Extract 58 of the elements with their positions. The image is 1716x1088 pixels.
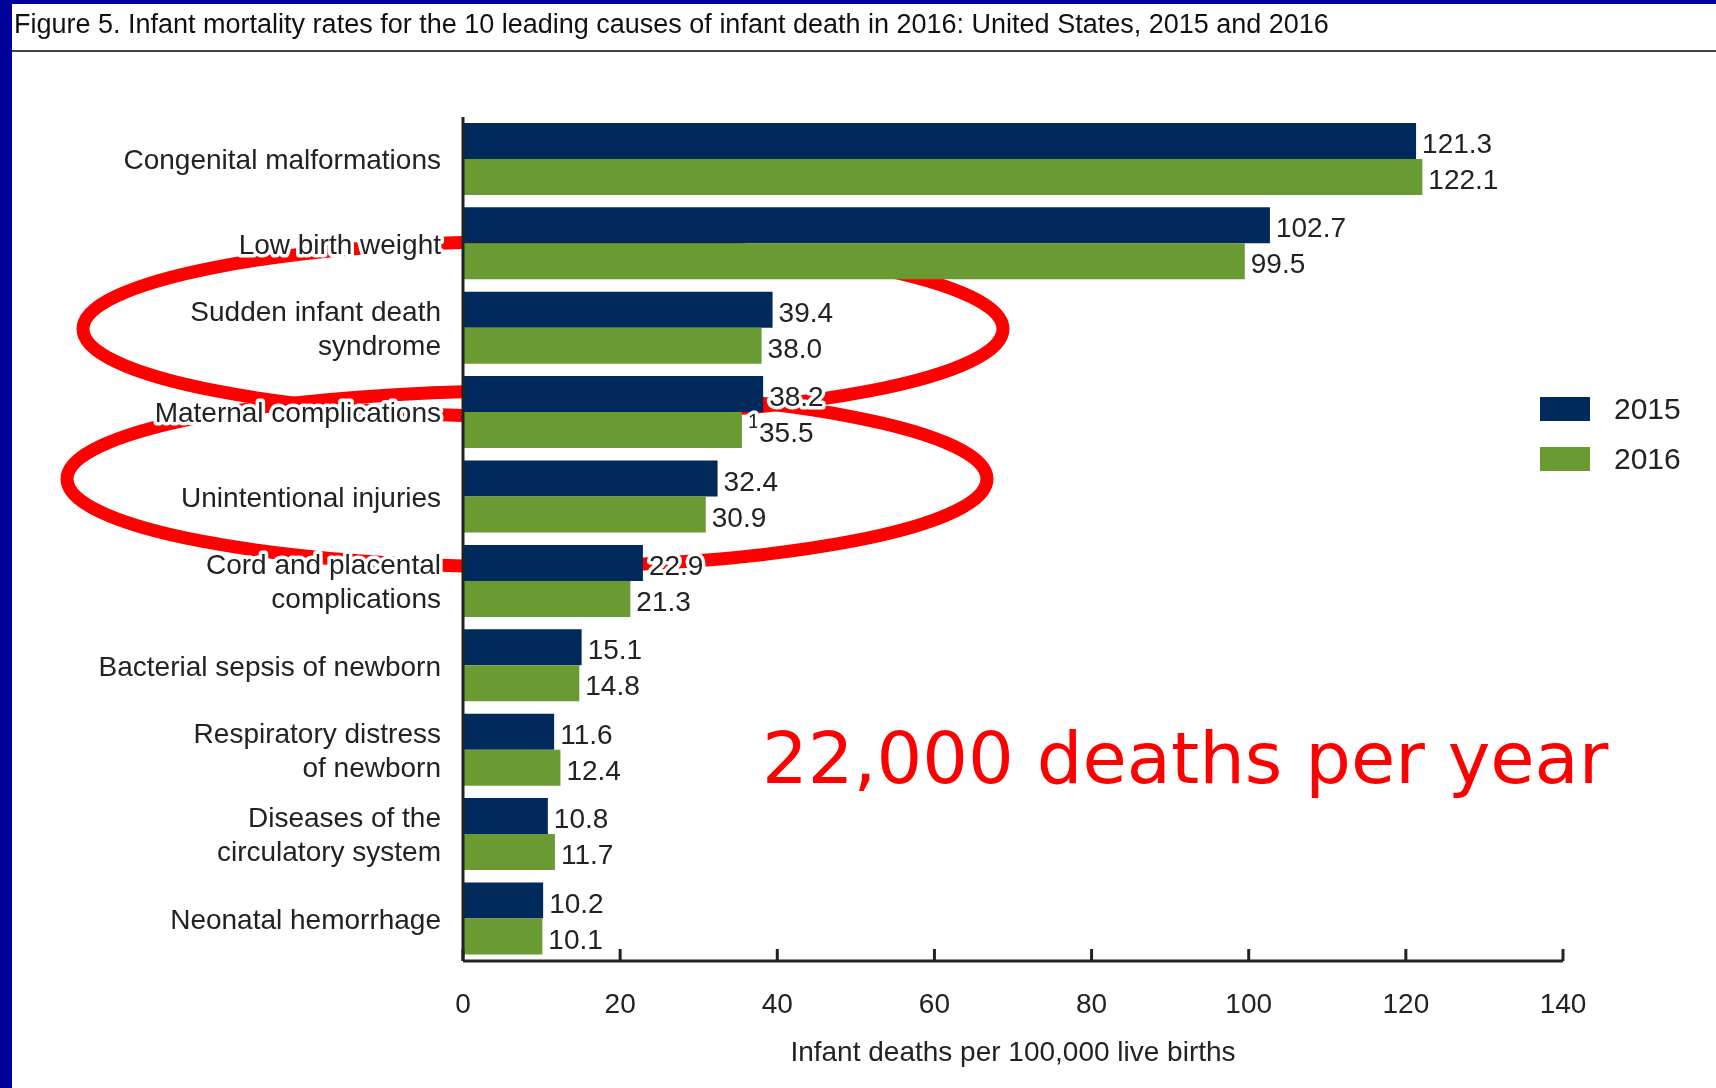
data-label: 11.6 xyxy=(560,718,613,750)
bar xyxy=(463,158,1423,195)
data-label: 12.4 xyxy=(566,754,621,786)
legend-label: 2015 xyxy=(1614,392,1681,426)
data-label: 21.3 xyxy=(636,585,691,617)
data-label: 39.4 xyxy=(778,296,834,328)
legend-label: 2016 xyxy=(1614,442,1681,476)
data-label: 32.4 xyxy=(723,465,779,497)
data-label: 10.8 xyxy=(553,802,609,834)
bar xyxy=(463,291,773,328)
x-axis-title: Infant deaths per 100,000 live births xyxy=(790,1036,1236,1067)
data-label: 15.1 xyxy=(587,633,643,665)
bar xyxy=(463,713,555,750)
data-label: 38.0 xyxy=(767,332,823,364)
data-label: $^{1}$35.5 xyxy=(747,410,814,448)
y-tick-label: Unintentional injuries xyxy=(181,481,441,513)
bar xyxy=(463,243,1245,280)
y-tick-label: Neonatal hemorrhage xyxy=(170,903,441,935)
bar xyxy=(463,834,555,871)
bar xyxy=(463,665,580,702)
data-label: 10.1 xyxy=(548,923,603,955)
data-label: 10.2 xyxy=(549,887,604,919)
data-label: 99.5 xyxy=(1250,247,1306,279)
annotation: 22,000 deaths per year xyxy=(762,716,1609,800)
x-tick-label: 100 xyxy=(1225,987,1273,1019)
chart-title: Figure 5. Infant mortality rates for the 10 leading causes of infant death in 2016: United States, 2015 and 2016 xyxy=(12,4,1716,52)
x-tick-label: 120 xyxy=(1382,987,1430,1019)
bar xyxy=(463,918,543,955)
y-tick-label: Respiratory distress of newborn xyxy=(193,717,441,783)
y-tick-label: Sudden infant death syndrome xyxy=(190,295,441,361)
x-tick-label: 40 xyxy=(761,987,793,1019)
bar xyxy=(463,798,548,835)
y-tick-label: Diseases of the circulatory system xyxy=(216,801,441,867)
data-label: 30.9 xyxy=(711,501,767,533)
data-label: 14.8 xyxy=(585,669,640,701)
bar xyxy=(463,882,544,919)
bar xyxy=(463,629,582,666)
bar xyxy=(463,749,561,786)
data-label: 11.7 xyxy=(560,838,614,870)
bar xyxy=(463,496,706,533)
bar xyxy=(463,122,1417,159)
bar xyxy=(463,544,643,581)
y-tick-label: Congenital malformations xyxy=(123,143,441,175)
bar xyxy=(463,580,631,617)
x-tick-label: 80 xyxy=(1075,987,1108,1019)
x-tick-label: 140 xyxy=(1539,987,1587,1019)
data-label: 122.1 xyxy=(1428,163,1499,195)
x-tick-label: 20 xyxy=(604,987,636,1019)
bar xyxy=(463,327,762,364)
data-label: 121.3 xyxy=(1422,127,1493,159)
bar xyxy=(463,376,764,413)
bar xyxy=(463,412,742,449)
bar xyxy=(463,207,1270,244)
y-tick-label: Bacterial sepsis of newborn xyxy=(98,650,441,682)
x-tick-label: 60 xyxy=(918,987,951,1019)
x-tick-label: 0 xyxy=(455,987,471,1019)
bar xyxy=(463,460,718,497)
data-label: 102.7 xyxy=(1275,211,1347,243)
